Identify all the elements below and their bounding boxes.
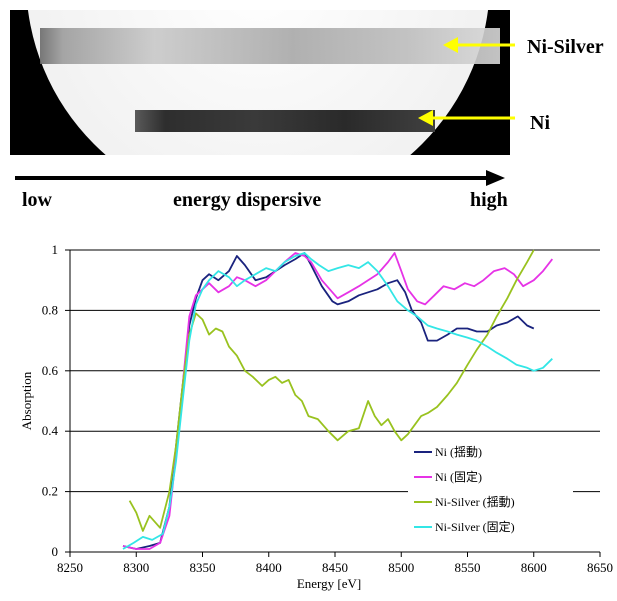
y-tick-label: 0.2 (42, 484, 58, 499)
legend-label: Ni-Silver (固定) (435, 519, 515, 534)
x-tick-label: 8650 (587, 560, 613, 575)
y-tick-label: 0 (52, 544, 59, 559)
x-tick-label: 8250 (57, 560, 83, 575)
label-ni-silver: Ni-Silver (527, 36, 604, 59)
y-tick-label: 0.8 (42, 302, 58, 317)
dispersion-high-label: high (470, 189, 508, 212)
x-tick-label: 8350 (190, 560, 216, 575)
absorption-chart: 8250 8300 8350 8400 8450 8500 8550 8600 8650 0 0.2… (0, 240, 617, 600)
detector-image (0, 0, 617, 160)
dispersion-low-label: low (22, 189, 52, 212)
y-tick-label: 0.6 (42, 363, 59, 378)
y-tick-label: 0.4 (42, 423, 59, 438)
legend-label: Ni-Silver (揺動) (435, 495, 515, 509)
x-tick-label: 8500 (388, 560, 414, 575)
x-tick-label: 8400 (256, 560, 282, 575)
x-tick-label: 8450 (322, 560, 348, 575)
x-axis-title: Energy [eV] (297, 576, 361, 591)
x-tick-label: 8300 (123, 560, 149, 575)
legend-label: Ni (揺動) (435, 445, 482, 459)
dispersion-arrow (0, 168, 617, 188)
x-tick-label: 8600 (521, 560, 547, 575)
legend-label: Ni (固定) (435, 469, 482, 484)
y-tick-label: 1 (52, 242, 59, 257)
y-axis-title: Absorption (19, 371, 34, 430)
x-tick-label: 8550 (455, 560, 481, 575)
label-ni: Ni (530, 112, 550, 135)
dispersion-title: energy dispersive (173, 189, 321, 212)
